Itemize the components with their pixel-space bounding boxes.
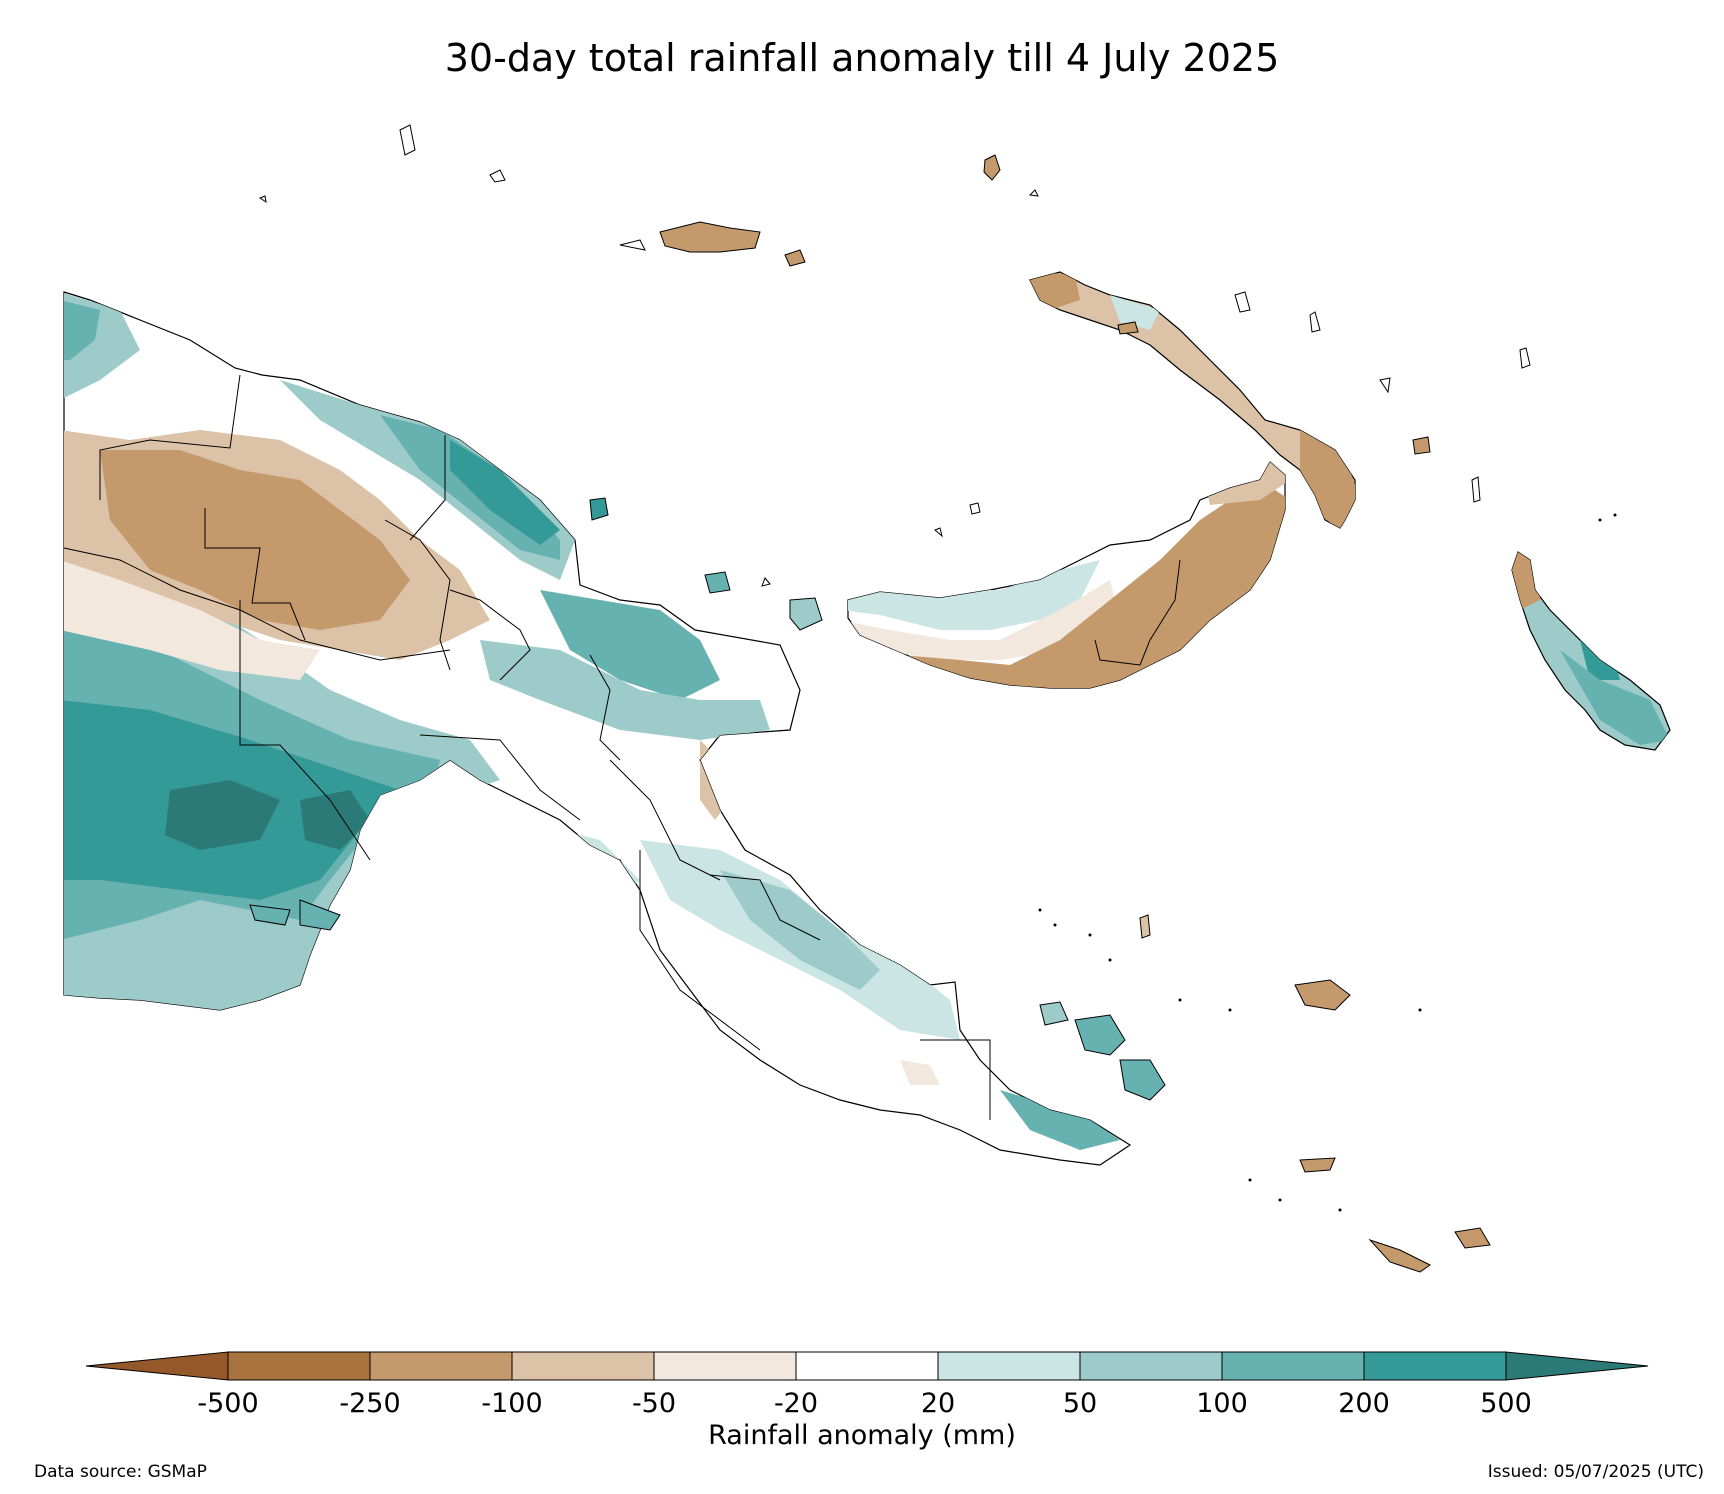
colorbar-tick-label: -50 [632,1388,676,1419]
small-islets [1038,513,1617,1212]
new-britain [847,461,1286,689]
colorbar-ticks: -500 -250 -100 -50 -20 20 50 100 200 500 [197,1388,1531,1419]
colorbar: -500 -250 -100 -50 -20 20 50 100 200 500 [85,1351,1649,1419]
zone-highlands-minus100 [100,450,410,630]
issued-date-note: Issued: 05/07/2025 (UTC) [1487,1462,1704,1482]
colorbar-tick-label: 100 [1196,1388,1248,1419]
colorbar-extend-low [85,1351,229,1381]
colorbar-tick-label: -20 [774,1388,818,1419]
colorbar-bin [1221,1351,1365,1381]
colorbar-extend-high [1505,1351,1649,1381]
zone-milnebay-100 [1000,1090,1120,1150]
colorbar-bin [511,1351,655,1381]
rainfall-anomaly-map [63,124,1671,1273]
province-boundaries [63,374,991,1120]
colorbar-bin [795,1351,939,1381]
zone-ni-minus100b [1300,430,1355,528]
bougainville [1511,551,1671,751]
colorbar-bin [1363,1351,1507,1381]
data-source-note: Data source: GSMaP [34,1462,207,1482]
colorbar-tick-label: 500 [1480,1388,1532,1419]
map-title: 30-day total rainfall anomaly till 4 Jul… [444,36,1280,80]
manus-island [659,154,1431,455]
zone-madang-100 [540,590,720,700]
colorbar-bins [227,1351,1507,1381]
fly-delta-islands [249,899,341,931]
zone-highlands-minus20 [64,560,320,680]
colorbar-bin [653,1351,797,1381]
colorbar-tick-label: -100 [481,1388,542,1419]
zone-nb-minus20 [848,580,1120,660]
zone-bv-100 [1560,650,1670,745]
colorbar-bin [369,1351,513,1381]
colorbar-tick-label: 200 [1338,1388,1390,1419]
zone-ni-20 [1110,295,1160,330]
colorbar-tick-label: -250 [339,1388,400,1419]
zone-peninsula-dry [900,1060,940,1085]
zone-southwest-500b [300,790,370,850]
zone-nb-20 [848,560,1100,630]
eastern-islands [1039,914,1491,1273]
zone-madang-50 [480,640,770,740]
zone-southwest-500 [165,780,280,850]
mainland-png [63,291,1132,1166]
new-ireland [1029,271,1356,529]
zone-north-200 [450,440,560,545]
north-coast-islands [589,497,823,631]
colorbar-label: Rainfall anomaly (mm) [708,1420,1016,1451]
colorbar-tick-label: 20 [921,1388,955,1419]
zone-west-100 [64,300,100,360]
colorbar-bin [227,1351,371,1381]
colorbar-tick-label: 50 [1063,1388,1097,1419]
colorbar-bin [1079,1351,1223,1381]
colorbar-bin [937,1351,1081,1381]
north-atolls [258,124,1531,538]
colorbar-tick-label: -500 [197,1388,258,1419]
